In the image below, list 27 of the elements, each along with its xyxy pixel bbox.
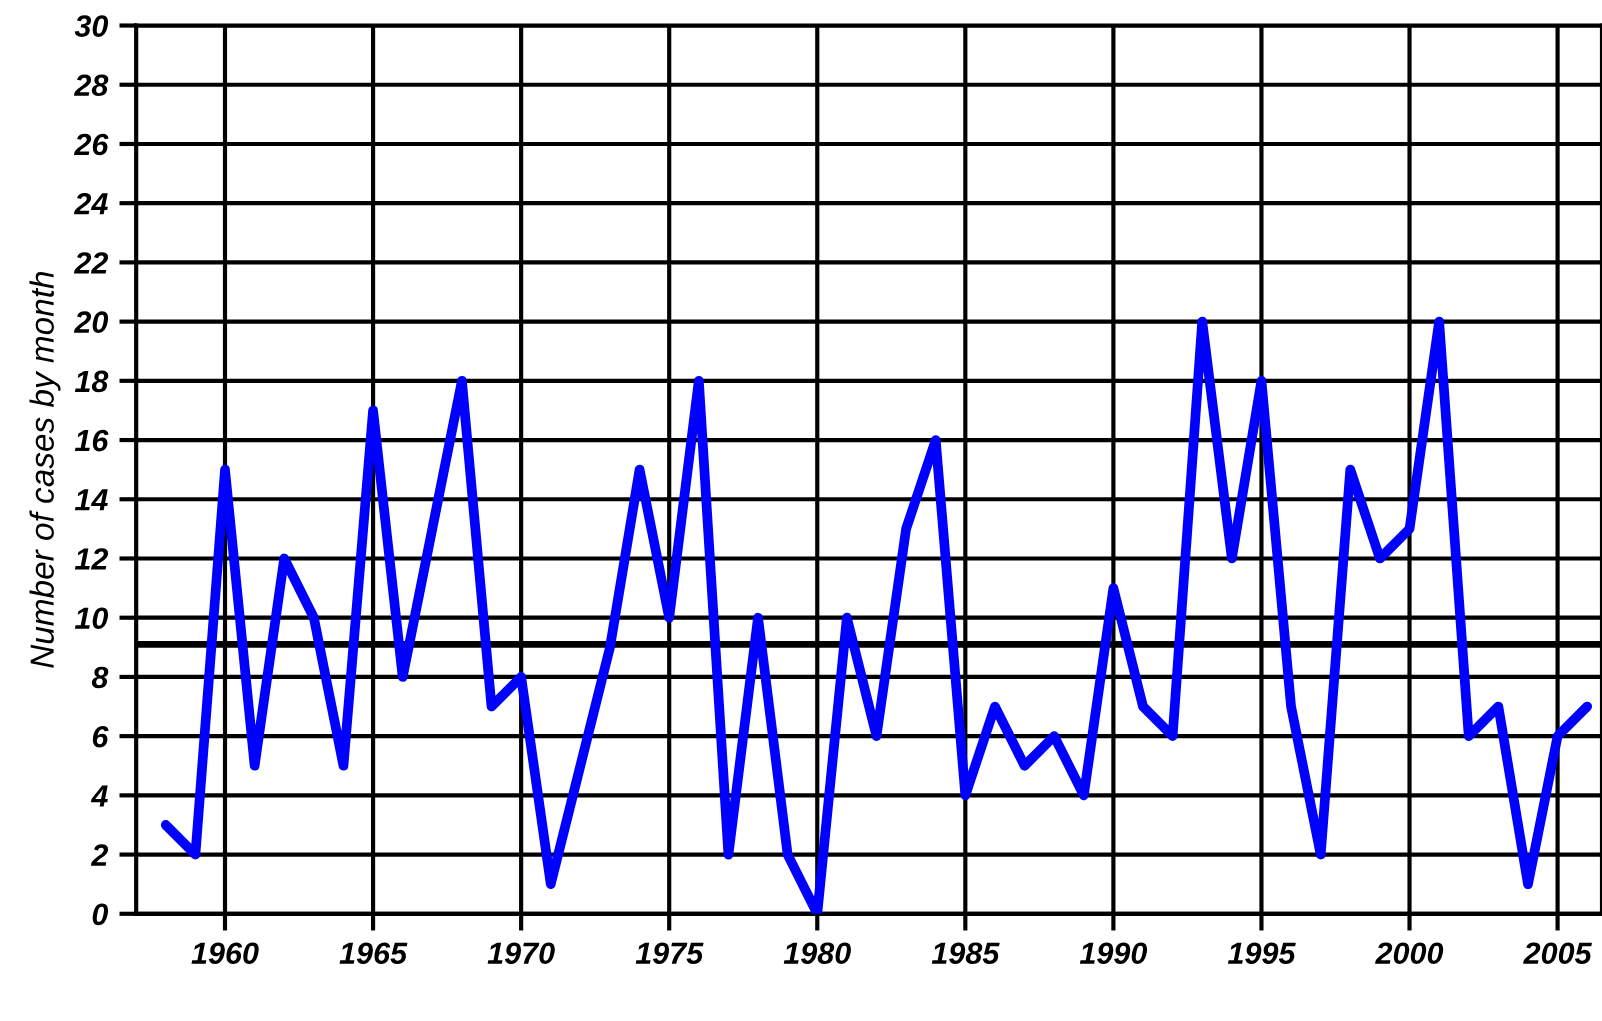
y-tick-label: 12 — [74, 548, 109, 570]
y-tick-label: 2 — [90, 844, 109, 866]
x-tick-label: 1985 — [931, 942, 1000, 965]
x-tick-label: 1970 — [487, 942, 555, 965]
y-tick-label: 18 — [74, 370, 109, 393]
y-tick-label: 30 — [74, 15, 109, 37]
x-tick-label: 1975 — [635, 942, 704, 965]
y-tick-label: 24 — [73, 192, 108, 215]
x-tick-label: 1960 — [191, 942, 259, 965]
y-tick-label: 28 — [73, 74, 109, 97]
x-tick-label: 1990 — [1079, 942, 1148, 965]
y-tick-label: 8 — [91, 666, 109, 689]
y-tick-label: 16 — [74, 429, 109, 452]
x-tick-label: 1995 — [1227, 942, 1296, 965]
y-tick-label: 14 — [74, 489, 108, 511]
y-tick-label: 6 — [92, 725, 109, 748]
x-tick-label: 1980 — [783, 942, 851, 965]
y-tick-label: 4 — [90, 785, 108, 807]
x-tick-label: 2005 — [1523, 942, 1592, 965]
y-tick-label: 26 — [73, 133, 109, 156]
x-tick-label: 1965 — [339, 942, 408, 965]
y-axis-title: Number of cases by month — [29, 272, 61, 668]
y-tick-label: 22 — [73, 252, 109, 274]
x-tick-label: 2000 — [1375, 942, 1444, 965]
y-tick-label: 10 — [74, 607, 109, 630]
y-tick-label: 20 — [73, 311, 109, 333]
y-tick-label: 0 — [92, 903, 109, 926]
